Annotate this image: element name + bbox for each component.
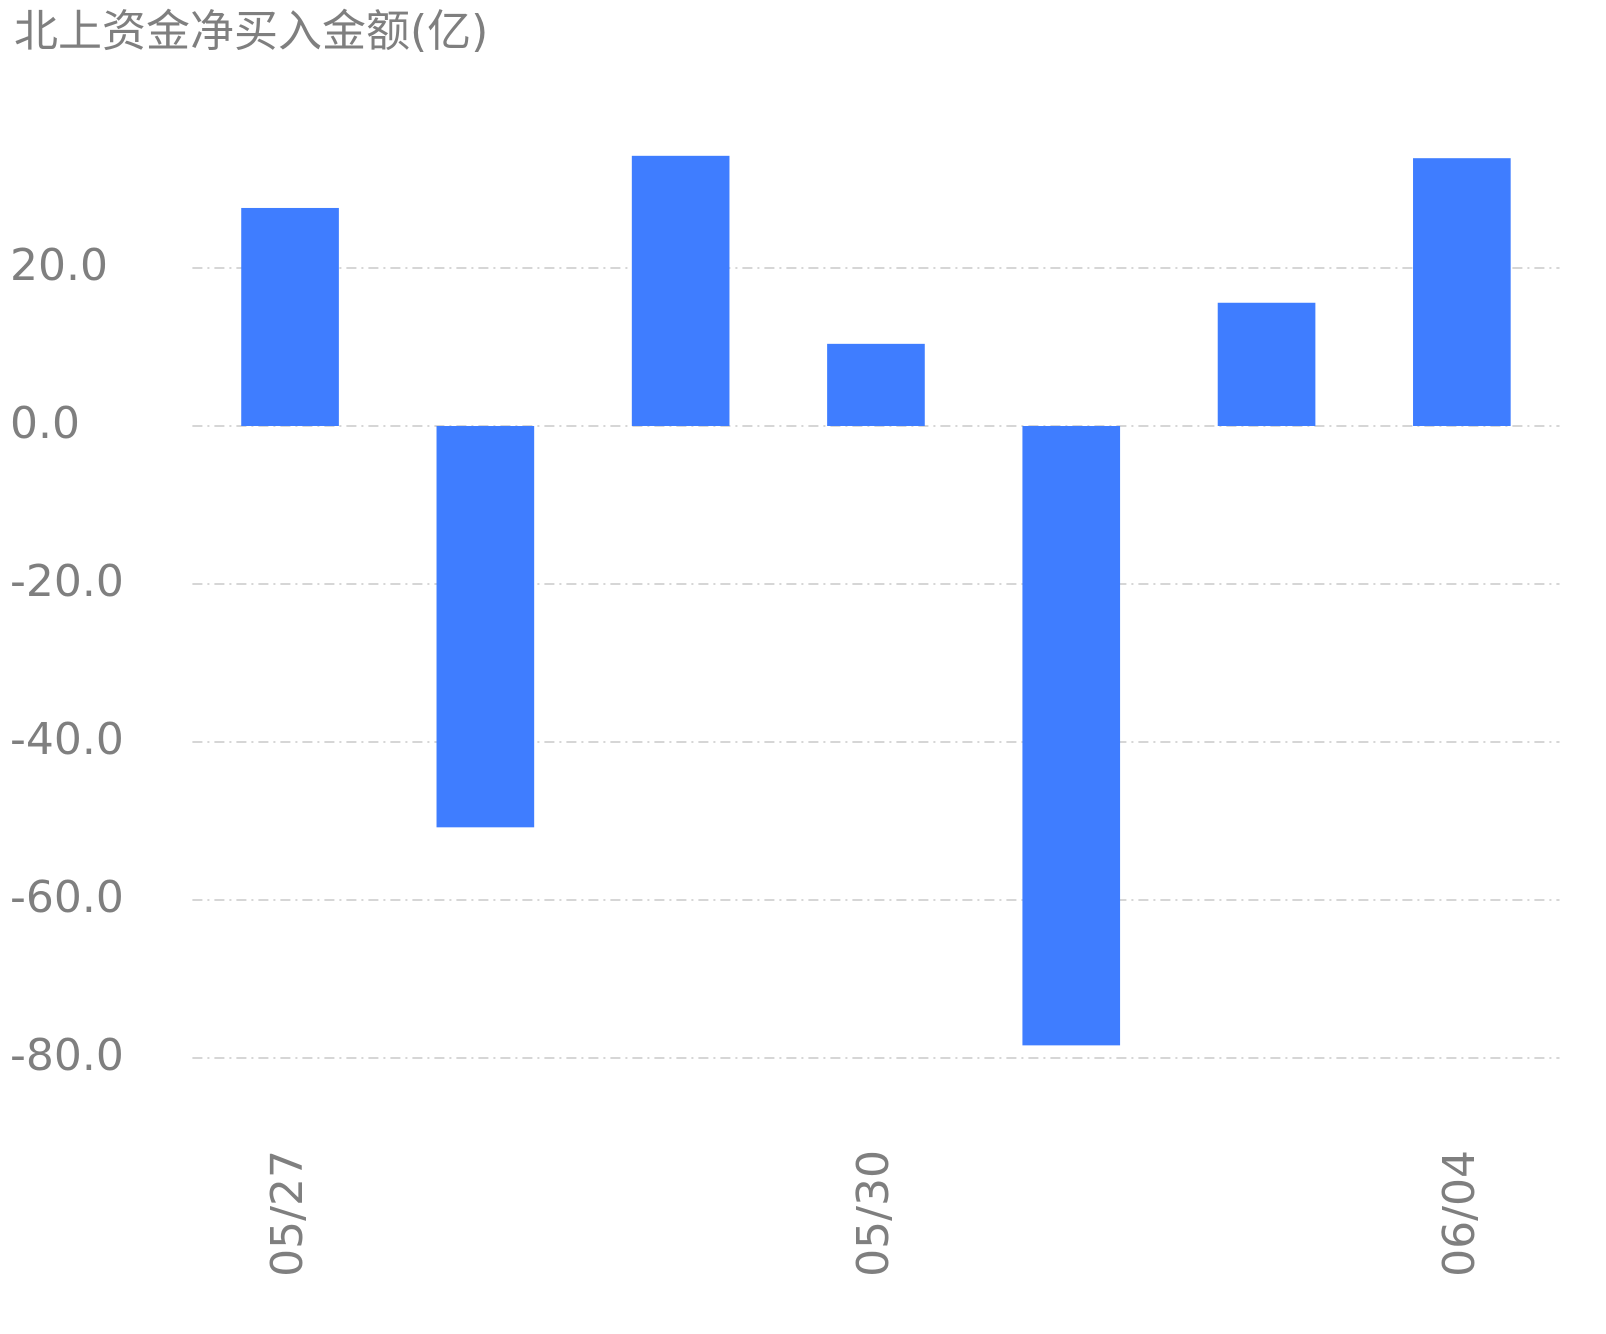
y-tick-label: 20.0 [10,240,108,291]
x-tick-label: 05/27 [262,1150,313,1277]
chart-title: 北上资金净买入金额(亿) [14,6,488,57]
x-tick-label: 05/30 [848,1150,899,1277]
x-tick-label: 06/04 [1434,1150,1485,1277]
bar [241,207,339,426]
y-tick-label: -60.0 [10,872,124,923]
bar [1217,302,1316,426]
bar [436,426,535,828]
y-tick-label: -80.0 [10,1030,124,1081]
y-tick-label: -40.0 [10,714,124,765]
bar [1022,426,1121,1046]
bar [631,155,730,426]
y-tick-label: 0.0 [10,398,80,449]
bar [827,343,925,426]
y-tick-label: -20.0 [10,556,124,607]
bar [1413,158,1511,426]
